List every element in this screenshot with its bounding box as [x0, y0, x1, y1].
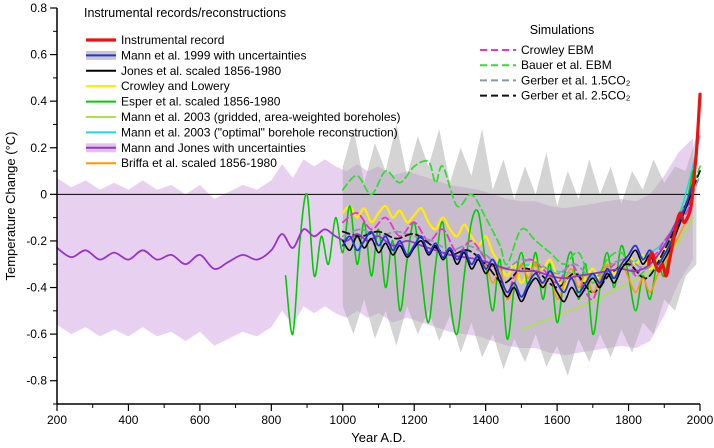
y-tick-label: -0.4 — [26, 281, 47, 295]
x-tick-label: 800 — [261, 413, 281, 427]
legend-item-jones-et-al: Jones et al. scaled 1856-1980 — [86, 64, 281, 78]
series-esper-et-al — [284, 170, 694, 340]
y-tick-label: -0.2 — [26, 234, 47, 248]
series-instrumental-record — [647, 92, 702, 278]
x-tick-label: 600 — [190, 413, 210, 427]
x-tick-label: 2000 — [687, 413, 714, 427]
legend-item-mann-1999: Mann et al. 1999 with uncertainties — [86, 48, 306, 62]
x-tick-label: 1800 — [615, 413, 642, 427]
legend-item-label: Instrumental record — [121, 33, 224, 47]
x-tick-label: 400 — [118, 413, 138, 427]
legend-item-gerber-1-5co2: Gerber et al. 1.5CO₂ — [480, 73, 631, 87]
x-tick-label: 200 — [47, 413, 67, 427]
series-jones-et-al — [342, 188, 694, 303]
series-gerber-1-5co2 — [341, 174, 701, 280]
legend-item-briffa-et-al: Briffa et al. scaled 1856-1980 — [86, 156, 277, 170]
x-tick-label: 1000 — [329, 413, 356, 427]
legend-sim-title: Simulations — [530, 23, 595, 37]
legend-item-mann-2003-optimal-borehole: Mann et al. 2003 ("optimal" borehole rec… — [86, 125, 398, 139]
legend-item-label: Esper et al. scaled 1856-1980 — [121, 95, 281, 109]
legend-item-gerber-2-5co2: Gerber et al. 2.5CO₂ — [480, 89, 631, 103]
y-tick-label: 0.8 — [30, 1, 47, 15]
legend-item-mann-2003-gridded-boreholes: Mann et al. 2003 (gridded, area-weighted… — [86, 110, 401, 124]
legend-item-label: Briffa et al. scaled 1856-1980 — [121, 156, 277, 170]
y-axis-label: Temperature Change (°C) — [3, 132, 18, 281]
series-mann-1999 — [341, 181, 694, 298]
legend-item-esper-et-al: Esper et al. scaled 1856-1980 — [86, 95, 281, 109]
y-tick-label: -0.6 — [26, 327, 47, 341]
legend-item-label: Gerber et al. 1.5CO₂ — [521, 73, 631, 87]
series-gerber-2-5co2 — [341, 170, 701, 294]
legend-item-label: Mann et al. 2003 ("optimal" borehole rec… — [121, 125, 398, 139]
x-axis-label: Year A.D. — [351, 430, 405, 445]
y-tick-label: 0.6 — [30, 48, 47, 62]
legend-item-label: Jones et al. scaled 1856-1980 — [121, 64, 281, 78]
legend-item-instrumental-record: Instrumental record — [86, 33, 224, 47]
series-briffa-et-al — [484, 221, 687, 301]
legend-item-label: Mann et al. 2003 (gridded, area-weighted… — [121, 110, 401, 124]
y-tick-label: 0.4 — [30, 94, 47, 108]
legend-item-crowley-ebm: Crowley EBM — [480, 43, 594, 57]
legend-item-bauer-ebm: Bauer et al. EBM — [480, 58, 612, 72]
legend-recon-title: Instrumental records/reconstructions — [84, 6, 286, 20]
y-tick-label: 0 — [40, 187, 47, 201]
legend-item-label: Mann and Jones with uncertainties — [121, 141, 306, 155]
series-bauer-ebm — [341, 159, 701, 284]
legend-item-label: Mann et al. 1999 with uncertainties — [121, 48, 306, 62]
x-tick-label: 1200 — [401, 413, 428, 427]
x-tick-label: 1400 — [472, 413, 499, 427]
y-tick-label: 0.2 — [30, 141, 47, 155]
legend-item-label: Crowley and Lowery — [121, 79, 230, 93]
legend-item-crowley-and-lowery: Crowley and Lowery — [86, 79, 230, 93]
x-tick-label: 1600 — [544, 413, 571, 427]
y-tick-label: -0.8 — [26, 374, 47, 388]
legend-item-label: Crowley EBM — [521, 43, 594, 57]
legend-item-label: Bauer et al. EBM — [521, 58, 612, 72]
legend-item-mann-and-jones: Mann and Jones with uncertainties — [86, 141, 306, 155]
legend-item-label: Gerber et al. 2.5CO₂ — [521, 89, 631, 103]
series-mann-and-jones — [56, 198, 694, 280]
